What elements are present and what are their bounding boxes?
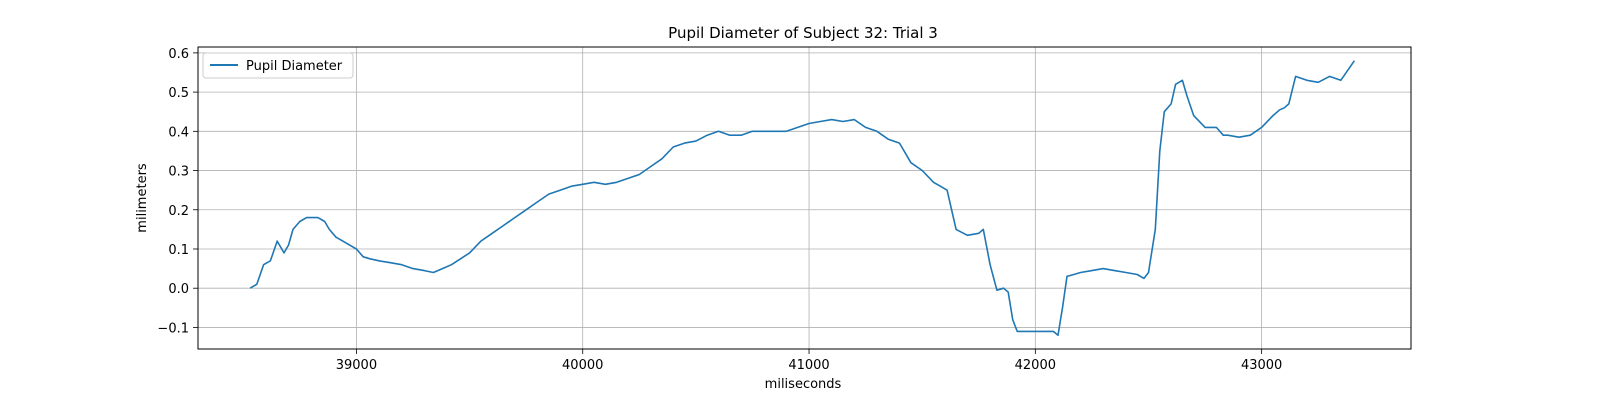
y-tick-label: 0.6 (168, 47, 189, 62)
plot-frame (197, 46, 1412, 350)
series-layer (249, 60, 1356, 337)
y-tick-label: 0.1 (168, 243, 189, 258)
legend: Pupil Diameter (202, 52, 354, 79)
y-tick-label: 0.4 (168, 125, 189, 140)
x-axis-label: miliseconds (765, 377, 842, 392)
y-tick-label: 0.5 (168, 86, 189, 101)
y-axis-label: milimeters (135, 163, 150, 233)
legend-label: Pupil Diameter (246, 59, 343, 74)
y-tick-label: 0.0 (168, 282, 189, 297)
legend-box (202, 52, 354, 79)
x-tick-label: 43000 (1241, 358, 1282, 373)
chart-title: Pupil Diameter of Subject 32: Trial 3 (668, 24, 938, 42)
x-tick-label: 39000 (336, 358, 377, 373)
x-tick-label: 42000 (1015, 358, 1056, 373)
y-tick-label: −0.1 (157, 321, 189, 336)
x-tick-label: 41000 (788, 358, 829, 373)
x-tick-label: 40000 (562, 358, 603, 373)
y-tick-label: 0.3 (168, 165, 189, 180)
grid-lines (198, 47, 1411, 349)
axis-ticks: 39000 40000 41000 42000 43000 −0.1 0.0 0.1 0.2 0.… (157, 47, 1282, 373)
y-tick-label: 0.2 (168, 204, 189, 219)
series-line-pupil-diameter (249, 60, 1356, 337)
